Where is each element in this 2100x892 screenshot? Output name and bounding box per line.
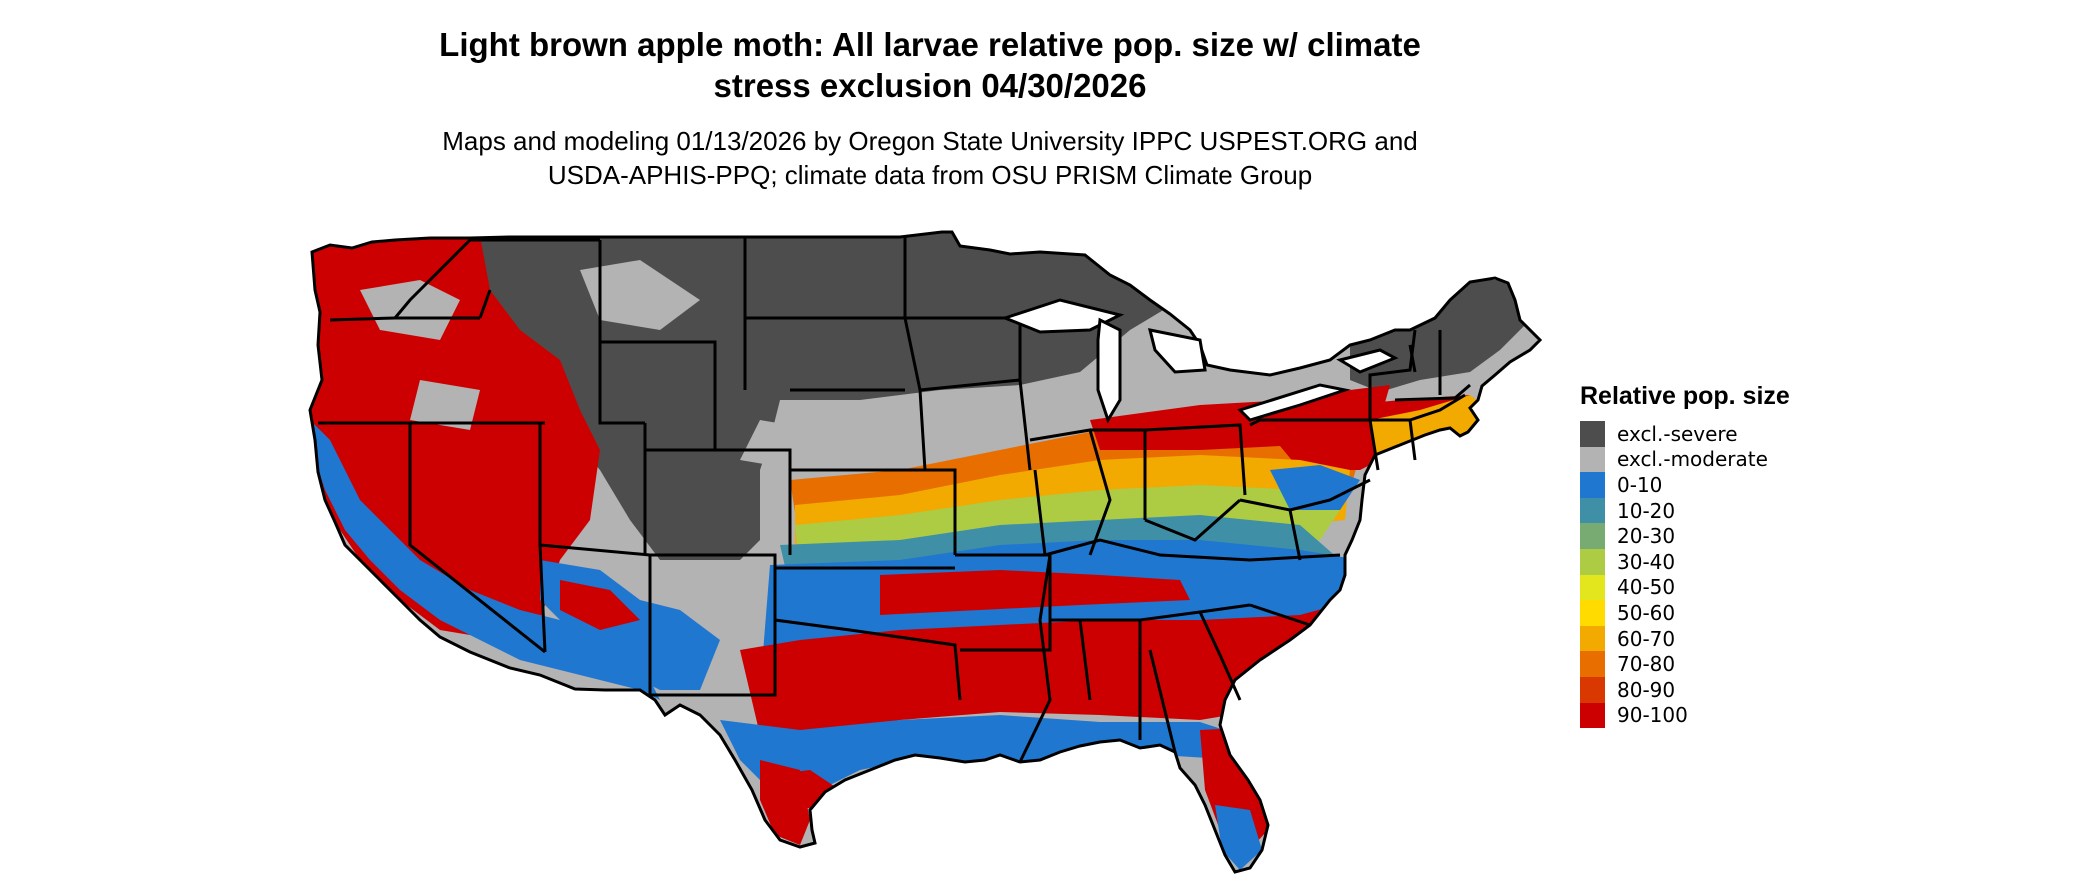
legend-swatch — [1580, 446, 1605, 473]
legend-label: 60-70 — [1617, 626, 1676, 651]
legend-item: 0-10 — [1580, 472, 1790, 498]
legend-label: excl.-severe — [1617, 421, 1738, 446]
legend-item: excl.-moderate — [1580, 446, 1790, 473]
legend-swatch — [1580, 472, 1605, 498]
legend-label: 90-100 — [1617, 703, 1688, 728]
legend-label: 0-10 — [1617, 472, 1663, 497]
legend-item: 90-100 — [1580, 702, 1790, 729]
map-subtitle-line-1: Maps and modeling 01/13/2026 by Oregon S… — [442, 126, 1418, 156]
legend-label: excl.-moderate — [1617, 447, 1768, 472]
map-title-line-2: stress exclusion 04/30/2026 — [713, 67, 1147, 104]
legend-item: 60-70 — [1580, 625, 1790, 652]
map-subtitle: Maps and modeling 01/13/2026 by Oregon S… — [300, 124, 1560, 192]
legend-label: 10-20 — [1617, 498, 1676, 523]
legend-label: 80-90 — [1617, 677, 1676, 702]
legend-item: excl.-severe — [1580, 421, 1790, 447]
legend-swatch — [1580, 702, 1605, 729]
legend-swatch — [1580, 574, 1605, 601]
legend-items: excl.-severe excl.-moderate 0-10 10-20 20-30… — [1580, 421, 1790, 729]
legend-label: 20-30 — [1617, 524, 1676, 549]
legend-item: 10-20 — [1580, 497, 1790, 524]
legend-label: 70-80 — [1617, 652, 1676, 677]
legend-item: 80-90 — [1580, 676, 1790, 703]
legend-label: 50-60 — [1617, 600, 1676, 625]
legend: Relative pop. size excl.-severe excl.-mod… — [1580, 381, 1790, 729]
legend-label: 30-40 — [1617, 549, 1676, 574]
great-lakes — [1000, 298, 1399, 424]
legend-item: 40-50 — [1580, 574, 1790, 601]
map-title-line-1: Light brown apple moth: All larvae relat… — [439, 26, 1421, 63]
legend-swatch — [1580, 523, 1605, 549]
legend-item: 70-80 — [1580, 651, 1790, 677]
legend-swatch — [1580, 625, 1605, 652]
legend-swatch — [1580, 497, 1605, 524]
legend-item: 20-30 — [1580, 523, 1790, 549]
legend-label: 40-50 — [1617, 575, 1676, 600]
state-boundaries — [308, 230, 1543, 874]
legend-swatch — [1580, 651, 1605, 677]
legend-swatch — [1580, 676, 1605, 703]
map-subtitle-line-2: USDA-APHIS-PPQ; climate data from OSU PR… — [547, 160, 1313, 190]
legend-title: Relative pop. size — [1580, 382, 1790, 410]
legend-swatch — [1580, 421, 1605, 447]
legend-swatch — [1580, 600, 1605, 626]
legend-item: 30-40 — [1580, 548, 1790, 575]
map-title: Light brown apple moth: All larvae relat… — [300, 24, 1560, 106]
legend-item: 50-60 — [1580, 600, 1790, 626]
legend-swatch — [1580, 548, 1605, 575]
